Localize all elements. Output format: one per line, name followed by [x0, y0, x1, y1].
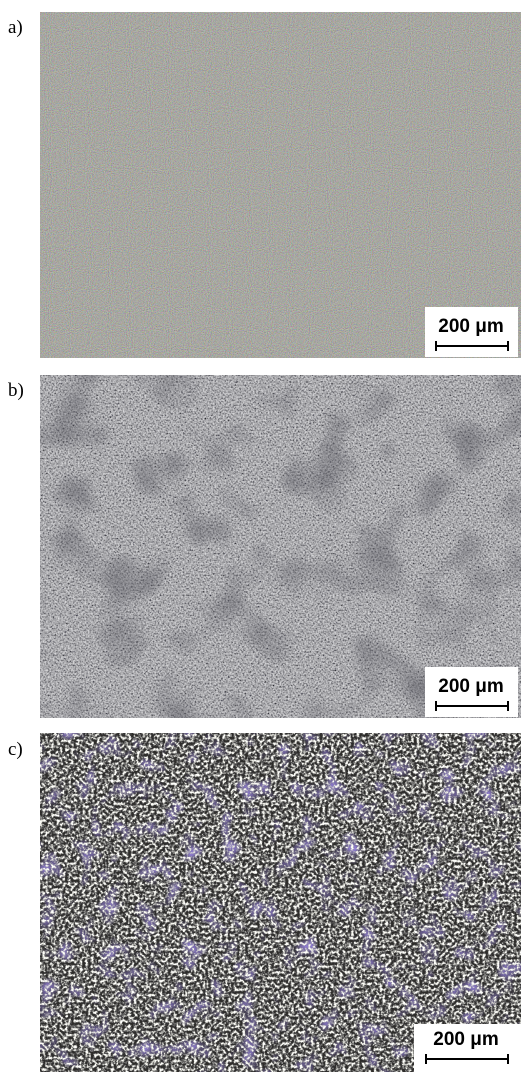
scale-bar-label: 200 μm [438, 316, 504, 337]
scale-bar: 200 μm [425, 667, 518, 717]
micrograph-texture [40, 12, 521, 358]
scale-bar-label: 200 μm [438, 676, 504, 697]
micrograph-shading [40, 375, 521, 718]
panel-label: c) [8, 739, 23, 760]
micrograph-texture [40, 733, 521, 1072]
panel-label: b) [8, 380, 24, 401]
figure: a) 200 μm b) 200 μm c) 200 μm [0, 0, 521, 1072]
scale-bar: 200 μm [425, 307, 518, 357]
scale-bar-label: 200 μm [433, 1029, 499, 1050]
panel-label: a) [8, 17, 23, 38]
scale-bar: 200 μm [414, 1024, 521, 1072]
